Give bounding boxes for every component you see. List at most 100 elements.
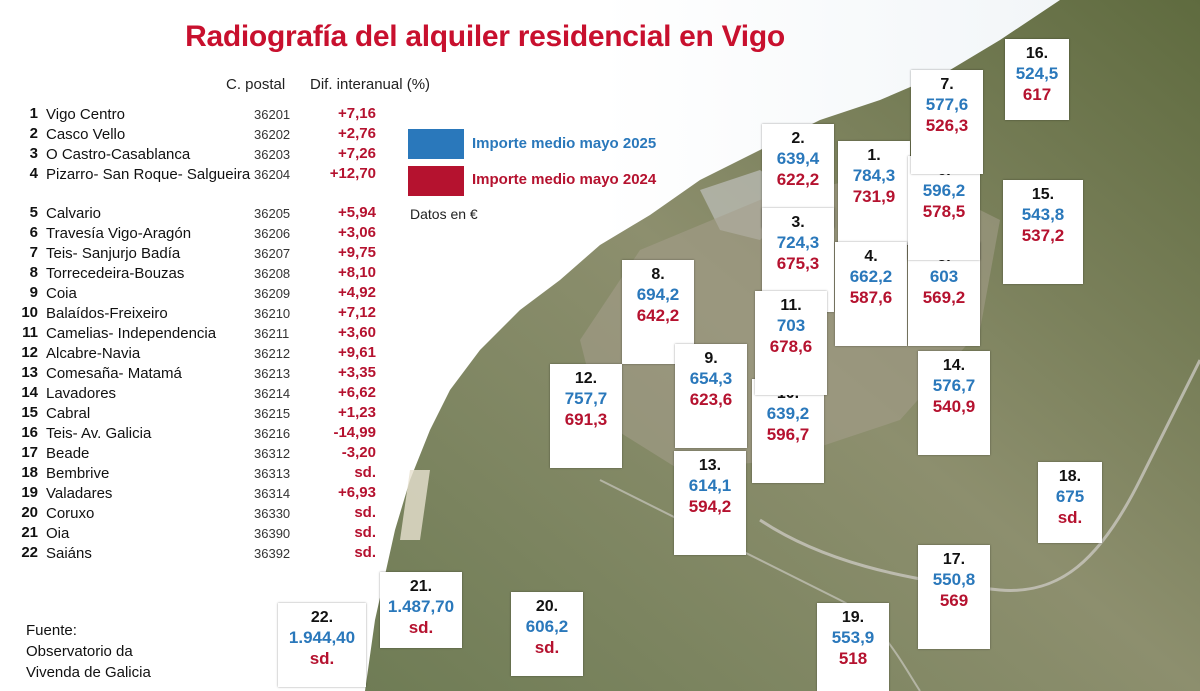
annual-difference: +8,10 — [338, 264, 376, 281]
district-row: 9 Coia 36209 +4,92 — [8, 284, 388, 304]
postal-code: 36208 — [254, 266, 291, 281]
map-box-district-21: 21. 1.487,70 sd. — [380, 572, 462, 648]
annual-difference: +3,06 — [338, 224, 376, 241]
map-box-value-2025: 576,7 — [932, 376, 976, 395]
postal-code: 36210 — [254, 306, 291, 321]
postal-code: 36205 — [254, 206, 291, 221]
district-number: 3 — [29, 145, 38, 162]
map-box-district-22: 22. 1.944,40 sd. — [278, 603, 366, 687]
map-box-district-17: 17. 550,8 569 — [918, 545, 990, 649]
district-row: 5 Calvario 36205 +5,94 — [8, 204, 388, 224]
map-box-number: 2. — [791, 130, 805, 147]
map-box-number: 3. — [791, 214, 805, 231]
district-name: Calvario — [46, 205, 102, 222]
district-row: 17 Beade 36312 -3,20 — [8, 444, 388, 464]
map-box-number: 12. — [574, 370, 598, 387]
map-box-value-2024: 642,2 — [636, 306, 680, 325]
map-box-number: 14. — [942, 357, 966, 374]
annual-difference: +3,35 — [338, 364, 376, 381]
postal-code: 36204 — [254, 167, 291, 182]
district-name: Casco Vello — [46, 126, 126, 143]
district-name: Balaídos-Freixeiro — [46, 305, 168, 322]
map-box-value-2024: 617 — [1022, 85, 1052, 104]
map-box-value-2024: 596,7 — [766, 425, 810, 444]
district-number: 16 — [21, 424, 38, 441]
map-box-value-2025: 550,8 — [932, 570, 976, 589]
district-name: Teis- Av. Galicia — [46, 425, 152, 442]
postal-code: 36314 — [254, 486, 291, 501]
postal-code: 36313 — [254, 466, 291, 481]
map-box-number: 19. — [841, 609, 865, 626]
map-box-value-2024: 731,9 — [852, 187, 896, 206]
district-row: 15 Cabral 36215 +1,23 — [8, 404, 388, 424]
map-box-value-2024: 537,2 — [1021, 226, 1065, 245]
district-name: Oia — [46, 525, 70, 542]
district-row: 14 Lavadores 36214 +6,62 — [8, 384, 388, 404]
map-box-value-2025: 614,1 — [688, 476, 732, 495]
highway — [759, 359, 1200, 592]
map-box-value-2025: 639,2 — [766, 404, 810, 423]
map-box-district-20: 20. 606,2 sd. — [511, 592, 583, 676]
source-note: Fuente: Observatorio da Vivenda de Galic… — [26, 620, 196, 683]
annual-difference: +7,16 — [338, 105, 376, 122]
annual-difference: -14,99 — [333, 424, 376, 441]
annual-difference: +7,12 — [338, 304, 376, 321]
map-box-value-2024: 540,9 — [932, 397, 976, 416]
district-name: Travesía Vigo-Aragón — [46, 225, 192, 242]
annual-difference: sd. — [354, 464, 376, 481]
map-box-district-18: 18. 675 sd. — [1038, 462, 1102, 543]
road — [599, 479, 921, 691]
district-number: 6 — [29, 224, 38, 241]
district-number: 19 — [21, 484, 38, 501]
map-box-value-2025: 757,7 — [564, 389, 608, 408]
map-box-district-19: 19. 553,9 518 — [817, 603, 889, 691]
annual-difference: +4,92 — [338, 284, 376, 301]
postal-code: 36201 — [254, 107, 291, 122]
annual-difference: +6,62 — [338, 384, 376, 401]
map-box-value-2024: 578,5 — [922, 202, 966, 221]
district-number: 13 — [21, 364, 38, 381]
district-row: 10 Balaídos-Freixeiro 36210 +7,12 — [8, 304, 388, 324]
district-number: 21 — [21, 524, 38, 541]
map-box-value-2024: 518 — [838, 649, 868, 668]
map-box-district-9: 9. 654,3 623,6 — [675, 344, 747, 448]
postal-code: 36330 — [254, 506, 291, 521]
annual-difference: +9,75 — [338, 244, 376, 261]
district-name: Coia — [46, 285, 77, 302]
map-box-district-12: 12. 757,7 691,3 — [550, 364, 622, 468]
district-row: 7 Teis- Sanjurjo Badía 36207 +9,75 — [8, 244, 388, 264]
district-row: 8 Torrecedeira-Bouzas 36208 +8,10 — [8, 264, 388, 284]
postal-code: 36202 — [254, 127, 291, 142]
map-box-district-16: 16. 524,5 617 — [1005, 39, 1069, 120]
district-name: Pizarro- San Roque- Salgueira — [46, 166, 251, 183]
district-number: 5 — [29, 204, 38, 221]
annual-difference: sd. — [354, 544, 376, 561]
postal-code: 36211 — [254, 326, 290, 341]
map-box-value-2024: 594,2 — [688, 497, 732, 516]
map-box-value-2025: 603 — [929, 267, 959, 286]
legend-label-2025: Importe medio mayo 2025 — [472, 135, 657, 152]
district-name: Cabral — [46, 405, 91, 422]
map-box-value-2025: 577,6 — [925, 95, 969, 114]
postal-code-header: C. postal — [226, 76, 286, 93]
postal-code: 36203 — [254, 147, 291, 162]
map-box-value-2024: 526,3 — [925, 116, 969, 135]
map-box-value-2024: 587,6 — [849, 288, 893, 307]
map-box-number: 7. — [940, 76, 954, 93]
map-box-number: 8. — [651, 266, 665, 283]
district-row: 20 Coruxo 36330 sd. — [8, 504, 388, 524]
map-box-district-11: 11. 703 678,6 — [755, 291, 827, 395]
map-box-number: 21. — [409, 578, 433, 595]
map-box-value-2024: 623,6 — [689, 390, 733, 409]
district-name: Lavadores — [46, 385, 117, 402]
district-row: 3 O Castro-Casablanca 36203 +7,26 — [8, 145, 388, 165]
map-box-value-2024: sd. — [408, 618, 434, 637]
district-number: 9 — [29, 284, 38, 301]
map-box-value-2025: 1.487,70 — [387, 597, 455, 616]
beach-area — [400, 470, 430, 540]
page-title: Radiografía del alquiler residencial en … — [185, 20, 785, 53]
district-name: Teis- Sanjurjo Badía — [46, 245, 181, 262]
map-box-district-7: 7. 577,6 526,3 — [911, 70, 983, 174]
map-box-number: 11. — [780, 297, 802, 314]
map-box-value-2025: 553,9 — [831, 628, 875, 647]
